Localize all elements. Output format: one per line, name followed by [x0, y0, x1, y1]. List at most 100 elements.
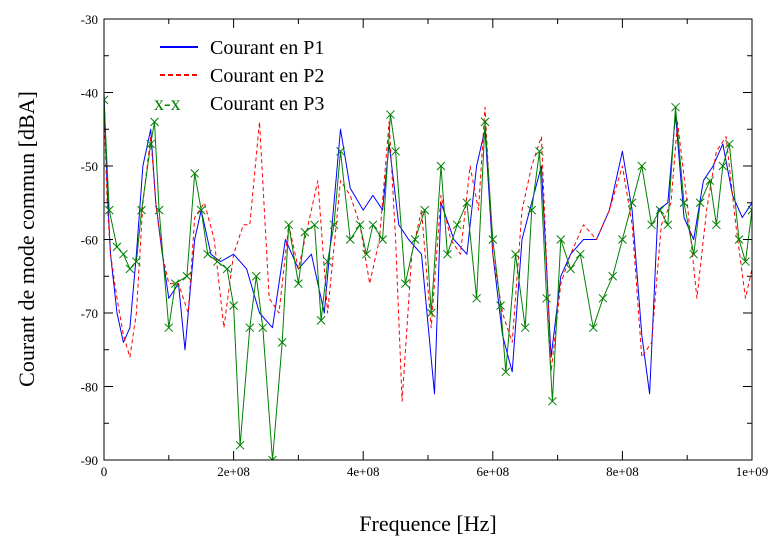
series-marker-p3 — [196, 205, 206, 215]
axes-layer: 0 2e+08 4e+08 6e+08 8e+08 1e+09 -90 -80 -70 -60 -5… — [81, 12, 769, 479]
plot-frame — [103, 18, 753, 461]
series-marker-p3 — [170, 279, 180, 288]
series-marker-p3 — [501, 367, 511, 377]
x-tick-label: 6e+08 — [476, 464, 509, 479]
series-marker-p3 — [637, 161, 647, 171]
series-marker-p3 — [608, 271, 618, 281]
series-marker-p3 — [378, 235, 387, 244]
series-marker-p3 — [695, 198, 705, 208]
series-marker-p3 — [462, 198, 472, 208]
legend-item-p1: Courant en P1 — [160, 37, 324, 59]
series-marker-p3 — [368, 220, 378, 230]
legend-item-p3: x-x Courant en P3 — [154, 93, 324, 115]
series-marker-p3 — [548, 396, 557, 406]
y-tick-label: -50 — [81, 159, 98, 174]
y-tick-label: -30 — [81, 12, 98, 27]
x-tick-label: 8e+08 — [606, 464, 639, 479]
series-marker-p3 — [443, 249, 452, 259]
legend-item-p2: Courant en P2 — [160, 65, 324, 87]
y-tick-label: -80 — [81, 380, 98, 395]
series-marker-p3 — [426, 308, 436, 318]
series-layer — [104, 92, 752, 460]
legend: Courant en P1 Courant en P2 x-x Courant en … — [154, 37, 324, 115]
series-marker-p3 — [329, 220, 339, 230]
series-marker-p3 — [125, 264, 135, 274]
series-marker-p3 — [480, 117, 490, 127]
series-marker-p3 — [323, 257, 332, 266]
series-marker-p3 — [190, 168, 200, 178]
series-marker-p3 — [566, 264, 575, 274]
series-marker-p3 — [294, 279, 303, 288]
series-marker-p3 — [511, 249, 520, 259]
x-axis-title: Frequence [Hz] — [359, 511, 496, 536]
series-marker-p3 — [679, 198, 689, 208]
series-marker-p3 — [362, 249, 371, 259]
legend-symbol: x-x — [154, 93, 181, 115]
series-marker-p3 — [724, 139, 734, 149]
series-marker-p3 — [203, 249, 213, 259]
legend-label: Courant en P1 — [210, 37, 324, 59]
series-marker-p3 — [655, 205, 665, 215]
series-marker-p3 — [410, 235, 420, 244]
y-tick-label: -70 — [81, 306, 98, 321]
series-marker-p3 — [705, 176, 715, 186]
series-marker-p3 — [520, 323, 530, 333]
series-marker-p3 — [213, 257, 222, 266]
series-marker-p3 — [391, 146, 400, 156]
series-marker-p3 — [154, 205, 164, 215]
series-marker-p3 — [146, 139, 156, 149]
x-tick-label: 2e+08 — [217, 464, 250, 479]
series-marker-p3 — [556, 235, 566, 244]
x-tick-label: 1e+09 — [736, 464, 769, 479]
y-axis-title: Courant de mode commun [dBA] — [14, 91, 39, 387]
series-marker-p3 — [400, 279, 410, 288]
legend-label: Courant en P3 — [210, 93, 324, 115]
series-marker-p3 — [663, 220, 673, 230]
y-tick-label: -90 — [81, 453, 98, 468]
series-marker-p3 — [182, 271, 192, 281]
series-marker-p3 — [277, 338, 287, 347]
series-marker-p3 — [112, 242, 122, 252]
series-marker-p3 — [452, 220, 462, 230]
series-marker-p3 — [496, 301, 505, 311]
series-line-p1 — [104, 92, 752, 395]
series-marker-p3 — [689, 249, 699, 259]
series-marker-p3 — [300, 227, 310, 237]
series-marker-p3 — [575, 249, 585, 259]
series-marker-p3 — [618, 235, 627, 244]
series-marker-p3 — [229, 301, 238, 311]
series-marker-p3 — [355, 220, 365, 230]
series-marker-p3 — [119, 249, 128, 259]
y-tick-label: -40 — [81, 86, 98, 101]
x-tick-label: 0 — [101, 464, 108, 479]
series-marker-p3 — [251, 271, 261, 281]
series-marker-p3 — [137, 205, 146, 215]
series-marker-p3 — [310, 220, 319, 230]
series-marker-p3 — [472, 293, 481, 303]
series-marker-p3 — [588, 323, 598, 333]
series-marker-p3 — [164, 323, 174, 333]
series-marker-p3 — [345, 235, 355, 244]
series-marker-p3 — [542, 293, 551, 303]
series-marker-p3 — [436, 161, 446, 171]
series-marker-p3 — [104, 95, 109, 105]
series-marker-p3 — [245, 323, 255, 333]
series-marker-p3 — [671, 102, 680, 112]
series-marker-p3 — [627, 198, 637, 208]
series-marker-p3 — [712, 220, 721, 230]
y-tick-label: -60 — [81, 233, 98, 248]
series-marker-p3 — [284, 220, 294, 230]
series-marker-p3 — [647, 220, 656, 230]
series-marker-p3 — [718, 161, 728, 171]
series-marker-p3 — [488, 235, 498, 244]
legend-label: Courant en P2 — [210, 65, 324, 87]
series-marker-p3 — [268, 455, 277, 460]
series-marker-p3 — [386, 110, 395, 119]
series-marker-p3 — [535, 146, 544, 156]
series-marker-p3 — [734, 235, 744, 244]
series-line-p3 — [104, 99, 752, 460]
series-marker-p3 — [747, 205, 752, 215]
series-line-p2 — [104, 106, 752, 402]
series-marker-p3 — [316, 315, 326, 325]
series-marker-p3 — [598, 293, 608, 303]
